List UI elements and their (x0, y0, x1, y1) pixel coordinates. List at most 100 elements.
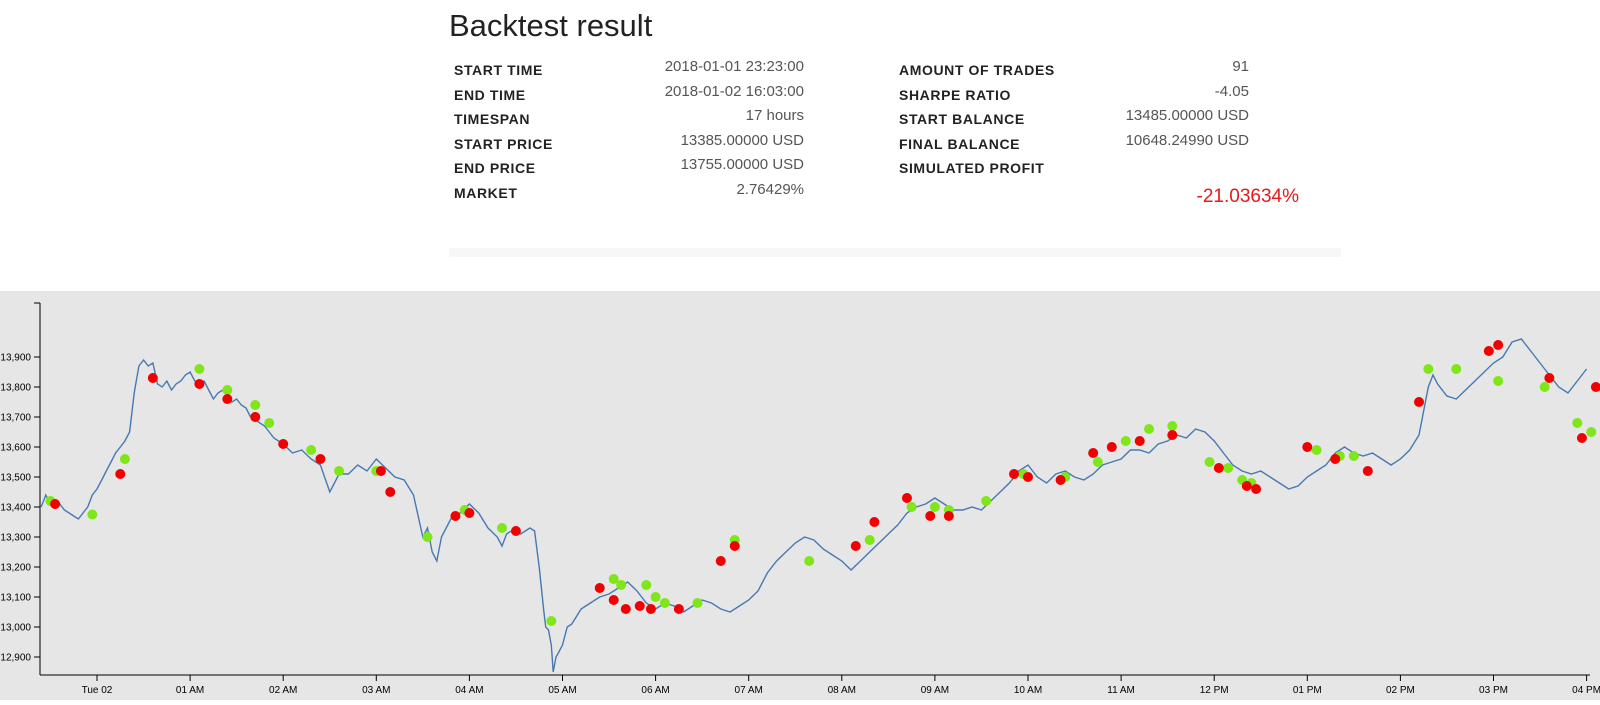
sell-trade-marker[interactable] (50, 499, 61, 509)
y-tick-label: 13,700 (0, 413, 31, 424)
sell-trade-marker[interactable] (1544, 373, 1555, 383)
sell-trade-marker[interactable] (1576, 433, 1587, 443)
buy-trade-marker[interactable] (119, 454, 130, 464)
stat-row: SIMULATED PROFIT (899, 156, 1249, 181)
x-tick-label: 08 AM (828, 685, 856, 696)
buy-trade-marker[interactable] (1572, 418, 1583, 428)
sell-trade-marker[interactable] (194, 379, 205, 389)
buy-trade-marker[interactable] (1451, 364, 1462, 374)
buy-trade-marker[interactable] (1092, 457, 1103, 467)
sell-trade-marker[interactable] (315, 454, 326, 464)
sell-trade-marker[interactable] (1483, 346, 1494, 356)
buy-trade-marker[interactable] (546, 616, 557, 626)
sell-trade-marker[interactable] (673, 604, 684, 614)
sell-trade-marker[interactable] (1493, 340, 1504, 350)
buy-trade-marker[interactable] (906, 502, 917, 512)
buy-trade-marker[interactable] (864, 535, 875, 545)
buy-trade-marker[interactable] (496, 523, 507, 533)
buy-trade-marker[interactable] (616, 580, 627, 590)
sell-trade-marker[interactable] (1302, 442, 1313, 452)
buy-trade-marker[interactable] (659, 598, 670, 608)
sell-trade-marker[interactable] (1134, 436, 1145, 446)
buy-trade-marker[interactable] (1204, 457, 1215, 467)
buy-trade-marker[interactable] (264, 418, 275, 428)
buy-trade-marker[interactable] (650, 592, 661, 602)
buy-trade-marker[interactable] (222, 385, 233, 395)
sell-trade-marker[interactable] (729, 541, 740, 551)
sell-trade-marker[interactable] (943, 511, 954, 521)
buy-trade-marker[interactable] (1144, 424, 1155, 434)
price-chart-area[interactable]: 12,900 13,000 13,100 13,200 13,300 13,400 13,5… (0, 291, 1600, 700)
sell-trade-marker[interactable] (645, 604, 656, 614)
sell-trade-marker[interactable] (250, 412, 261, 422)
sell-trade-marker[interactable] (869, 517, 880, 527)
sell-trade-marker[interactable] (1213, 463, 1224, 473)
sell-trade-marker[interactable] (1330, 454, 1341, 464)
buy-trade-marker[interactable] (1348, 451, 1359, 461)
buy-trade-marker[interactable] (981, 496, 992, 506)
buy-trade-marker[interactable] (1586, 427, 1597, 437)
sell-trade-marker[interactable] (634, 601, 645, 611)
buy-trade-marker[interactable] (1120, 436, 1131, 446)
buy-trade-marker[interactable] (1167, 421, 1178, 431)
x-tick-label: 02 AM (269, 685, 297, 696)
stat-label: MARKET (454, 184, 518, 201)
buy-trade-marker[interactable] (929, 502, 940, 512)
sell-trade-marker[interactable] (464, 508, 475, 518)
sell-trade-marker[interactable] (278, 439, 289, 449)
buy-trade-marker[interactable] (87, 509, 98, 520)
sell-trade-marker[interactable] (222, 394, 233, 404)
sell-trade-marker[interactable] (385, 487, 396, 497)
buy-trade-marker[interactable] (692, 598, 703, 608)
buy-trade-marker[interactable] (306, 445, 317, 455)
sell-trade-marker[interactable] (1009, 469, 1020, 479)
sell-trade-marker[interactable] (115, 469, 126, 479)
x-tick-label: 04 AM (455, 685, 483, 696)
x-tick-label: 04 PM (1572, 685, 1600, 696)
sell-trade-marker[interactable] (1414, 397, 1425, 407)
stat-value: 13755.00000 USD (680, 156, 804, 174)
buy-trade-marker[interactable] (1311, 445, 1322, 455)
buy-trade-marker[interactable] (804, 556, 815, 566)
buy-trade-marker[interactable] (1223, 463, 1234, 473)
sell-trade-marker[interactable] (1023, 472, 1033, 482)
sell-trade-marker[interactable] (901, 493, 912, 503)
buy-trade-marker[interactable] (1539, 382, 1550, 392)
sell-trade-marker[interactable] (450, 511, 461, 521)
sell-trade-marker[interactable] (850, 541, 861, 551)
buy-trade-marker[interactable] (250, 400, 261, 410)
sell-trade-marker[interactable] (608, 595, 619, 605)
sell-trade-marker[interactable] (510, 526, 521, 536)
buy-trade-marker[interactable] (1493, 376, 1504, 386)
stat-value: 13485.00000 USD (1125, 107, 1249, 125)
buy-trade-marker[interactable] (422, 532, 433, 542)
sell-trade-marker[interactable] (1251, 484, 1262, 494)
sell-trade-marker[interactable] (147, 373, 158, 383)
sell-trade-marker[interactable] (1088, 448, 1099, 458)
buy-trade-marker[interactable] (641, 580, 652, 590)
buy-trade-marker[interactable] (194, 364, 205, 374)
sell-trade-marker[interactable] (715, 556, 726, 566)
stat-row: START PRICE 13385.00000 USD (454, 132, 804, 157)
sell-trade-marker[interactable] (375, 466, 386, 476)
stat-value: 2018-01-02 16:03:00 (664, 82, 804, 100)
y-tick-label: 13,300 (0, 533, 31, 544)
sell-trade-marker[interactable] (1241, 481, 1252, 491)
sell-trade-marker[interactable] (925, 511, 936, 521)
sell-trade-marker[interactable] (1590, 382, 1600, 392)
stat-row: TIMESPAN 17 hours (454, 107, 804, 132)
sell-trade-marker[interactable] (620, 604, 631, 614)
sell-trade-marker[interactable] (1106, 442, 1117, 452)
buy-trade-marker[interactable] (1423, 364, 1434, 374)
sell-trade-marker[interactable] (1167, 430, 1178, 440)
sell-trade-marker[interactable] (1362, 466, 1373, 476)
sell-trade-marker[interactable] (1055, 475, 1066, 485)
stat-value: -4.05 (1214, 82, 1249, 100)
buy-trade-marker[interactable] (608, 574, 619, 584)
stat-label: END TIME (454, 86, 526, 103)
stat-value: 17 hours (745, 107, 804, 125)
sell-trade-marker[interactable] (594, 583, 605, 593)
buy-trade-marker[interactable] (334, 466, 345, 476)
price-chart[interactable]: 12,900 13,000 13,100 13,200 13,300 13,400 13,5… (0, 291, 1600, 700)
stat-value: 2.76429% (736, 180, 804, 198)
